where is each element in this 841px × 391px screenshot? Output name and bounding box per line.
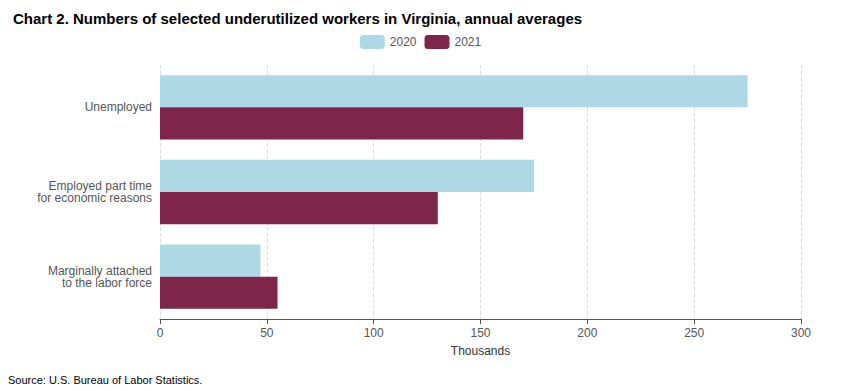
svg-text:for economic reasons: for economic reasons: [37, 191, 152, 205]
svg-text:Unemployed: Unemployed: [85, 100, 152, 114]
svg-text:Employed part time: Employed part time: [48, 179, 152, 193]
svg-text:150: 150: [470, 326, 490, 340]
svg-text:2021: 2021: [455, 35, 482, 49]
svg-text:to the labor force: to the labor force: [62, 276, 152, 290]
svg-text:Marginally attached: Marginally attached: [47, 263, 152, 278]
svg-text:250: 250: [684, 326, 704, 340]
svg-text:Source: U.S. Bureau of Labor S: Source: U.S. Bureau of Labor Statistics.: [8, 374, 202, 386]
svg-text:2020: 2020: [390, 35, 417, 49]
svg-text:200: 200: [577, 326, 597, 340]
svg-text:Chart 2. Numbers of selected u: Chart 2. Numbers of selected underutiliz…: [13, 10, 582, 27]
svg-text:300: 300: [791, 326, 811, 340]
svg-text:50: 50: [260, 326, 274, 340]
svg-text:100: 100: [364, 326, 384, 340]
svg-text:0: 0: [157, 326, 164, 340]
svg-text:Thousands: Thousands: [451, 344, 510, 358]
